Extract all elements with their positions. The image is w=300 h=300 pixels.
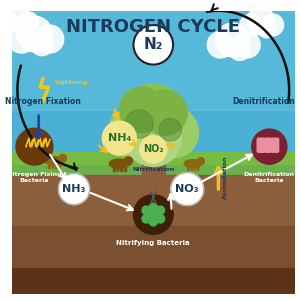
Bar (12, 152, 295, 164)
Bar (142, 135, 165, 186)
Bar (55, 162, 57, 168)
Ellipse shape (184, 160, 202, 168)
Circle shape (108, 107, 159, 158)
Circle shape (142, 206, 151, 214)
Bar (124, 164, 126, 171)
Circle shape (142, 90, 187, 135)
Circle shape (31, 33, 53, 56)
Bar (190, 164, 192, 170)
Bar (197, 164, 198, 170)
FancyBboxPatch shape (264, 138, 272, 152)
Circle shape (15, 17, 31, 34)
Circle shape (240, 14, 262, 36)
Circle shape (125, 110, 182, 166)
Bar (188, 164, 189, 170)
Text: NH₃: NH₃ (62, 184, 86, 194)
Bar (120, 164, 122, 171)
Bar (48, 162, 50, 168)
Bar (194, 164, 195, 170)
Ellipse shape (110, 159, 129, 168)
Circle shape (197, 158, 204, 165)
Circle shape (156, 206, 165, 214)
Circle shape (148, 107, 199, 158)
Circle shape (102, 121, 136, 155)
Circle shape (140, 136, 167, 163)
Text: Lightning: Lightning (54, 80, 88, 86)
FancyBboxPatch shape (271, 138, 279, 152)
Circle shape (149, 218, 158, 226)
Circle shape (262, 14, 283, 36)
Circle shape (124, 157, 133, 165)
Circle shape (247, 7, 275, 35)
Circle shape (119, 87, 165, 133)
Circle shape (171, 173, 204, 206)
Circle shape (0, 12, 18, 32)
Text: Nitrification: Nitrification (132, 167, 175, 172)
Circle shape (134, 25, 173, 64)
Circle shape (16, 128, 53, 165)
Circle shape (149, 203, 158, 212)
Circle shape (134, 195, 173, 234)
Circle shape (119, 84, 187, 152)
Circle shape (229, 39, 250, 60)
Bar (12, 175, 295, 226)
Circle shape (16, 16, 52, 52)
Bar (12, 11, 295, 175)
Circle shape (142, 214, 151, 223)
Bar (117, 164, 118, 171)
Text: NO₃: NO₃ (176, 184, 199, 194)
Bar (12, 152, 295, 175)
Text: NH₄: NH₄ (108, 133, 131, 143)
Bar (58, 162, 60, 168)
Text: Denitrification
Bacteria: Denitrification Bacteria (244, 172, 295, 183)
Text: NITROGEN CYCLE: NITROGEN CYCLE (66, 18, 240, 36)
Text: N₂: N₂ (144, 37, 163, 52)
Circle shape (36, 25, 64, 53)
Bar (12, 226, 295, 268)
Circle shape (18, 12, 39, 32)
Ellipse shape (45, 157, 64, 165)
Bar (52, 162, 53, 168)
Bar (12, 268, 295, 294)
Circle shape (125, 110, 153, 138)
Circle shape (8, 25, 36, 53)
Circle shape (258, 20, 276, 38)
Text: Denitrification: Denitrification (232, 97, 295, 106)
Text: Nitrogen Fixation: Nitrogen Fixation (5, 97, 81, 106)
Circle shape (4, 6, 30, 31)
Text: Nitrogen Fixing
Bacteria: Nitrogen Fixing Bacteria (7, 172, 62, 183)
Circle shape (59, 154, 67, 162)
Circle shape (149, 210, 158, 219)
Circle shape (159, 118, 182, 141)
Circle shape (234, 32, 260, 58)
Circle shape (207, 32, 234, 58)
Text: NO₂: NO₂ (143, 145, 164, 154)
Circle shape (216, 23, 249, 57)
Text: Assimilation: Assimilation (223, 156, 228, 200)
FancyBboxPatch shape (257, 138, 265, 152)
Bar (12, 11, 295, 110)
Circle shape (58, 173, 90, 205)
Bar (113, 164, 115, 171)
Circle shape (156, 214, 165, 223)
Text: Nitrifying Bacteria: Nitrifying Bacteria (116, 240, 190, 246)
Circle shape (252, 129, 287, 164)
